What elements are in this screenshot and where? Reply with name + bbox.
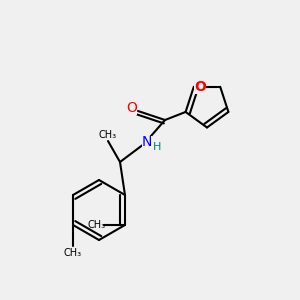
Text: N: N [142, 136, 152, 149]
Text: CH₃: CH₃ [64, 248, 82, 259]
Text: O: O [194, 80, 206, 94]
Text: H: H [153, 142, 162, 152]
Text: CH₃: CH₃ [87, 220, 106, 230]
Text: CH₃: CH₃ [99, 130, 117, 140]
Text: O: O [127, 101, 137, 115]
